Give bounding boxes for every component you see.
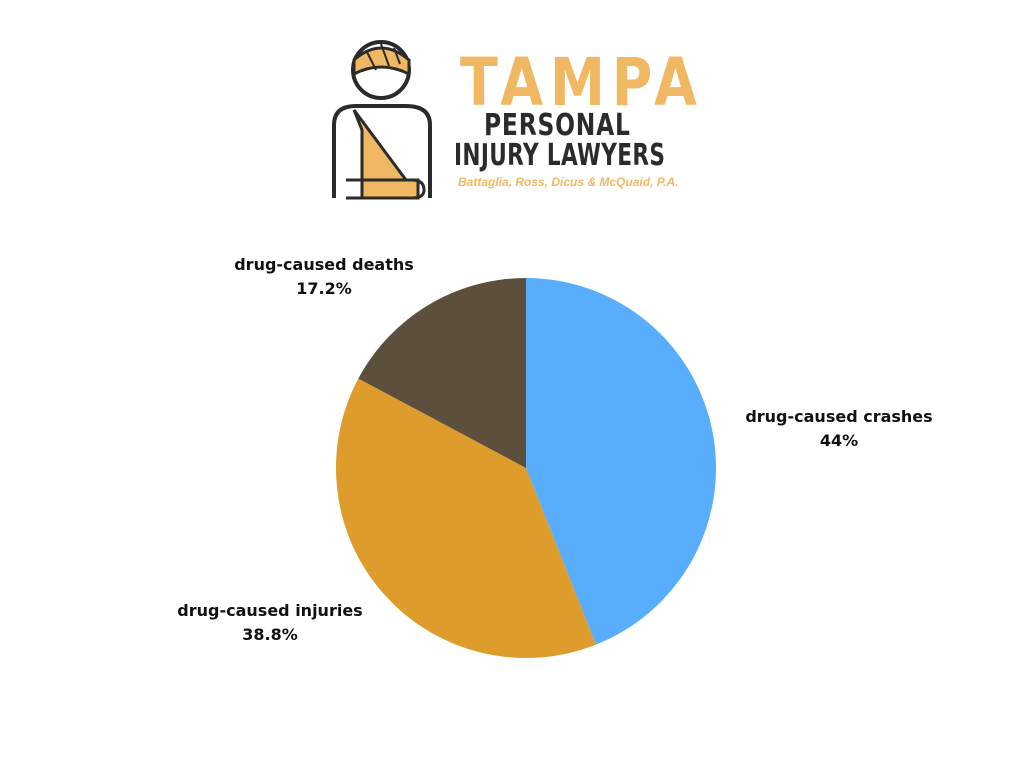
logo: TAMPA PERSONAL INJURY LAWYERS Battaglia,…: [326, 30, 706, 208]
label-crashes: drug-caused crashes 44%: [745, 407, 932, 450]
injured-person-icon: [332, 40, 432, 200]
slice-value-injuries: 38.8%: [242, 625, 298, 644]
slice-injuries: [336, 378, 596, 658]
slice-crashes: [526, 278, 717, 645]
logo-subtitle-line2: INJURY LAWYERS: [454, 138, 666, 173]
slice-deaths: [358, 278, 526, 468]
logo-firm-name: Battaglia, Ross, Dicus & McQuaid, P.A.: [458, 175, 679, 189]
slice-label-injuries: drug-caused injuries: [177, 601, 362, 620]
label-deaths: drug-caused deaths 17.2%: [234, 255, 414, 298]
slice-value-deaths: 17.2%: [296, 279, 352, 298]
slice-label-crashes: drug-caused crashes: [745, 407, 932, 426]
label-injuries: drug-caused injuries 38.8%: [177, 601, 362, 644]
slice-value-crashes: 44%: [820, 431, 858, 450]
slice-label-deaths: drug-caused deaths: [234, 255, 414, 274]
logo-subtitle-line1: PERSONAL: [484, 108, 631, 143]
pie-slices: [336, 278, 717, 658]
